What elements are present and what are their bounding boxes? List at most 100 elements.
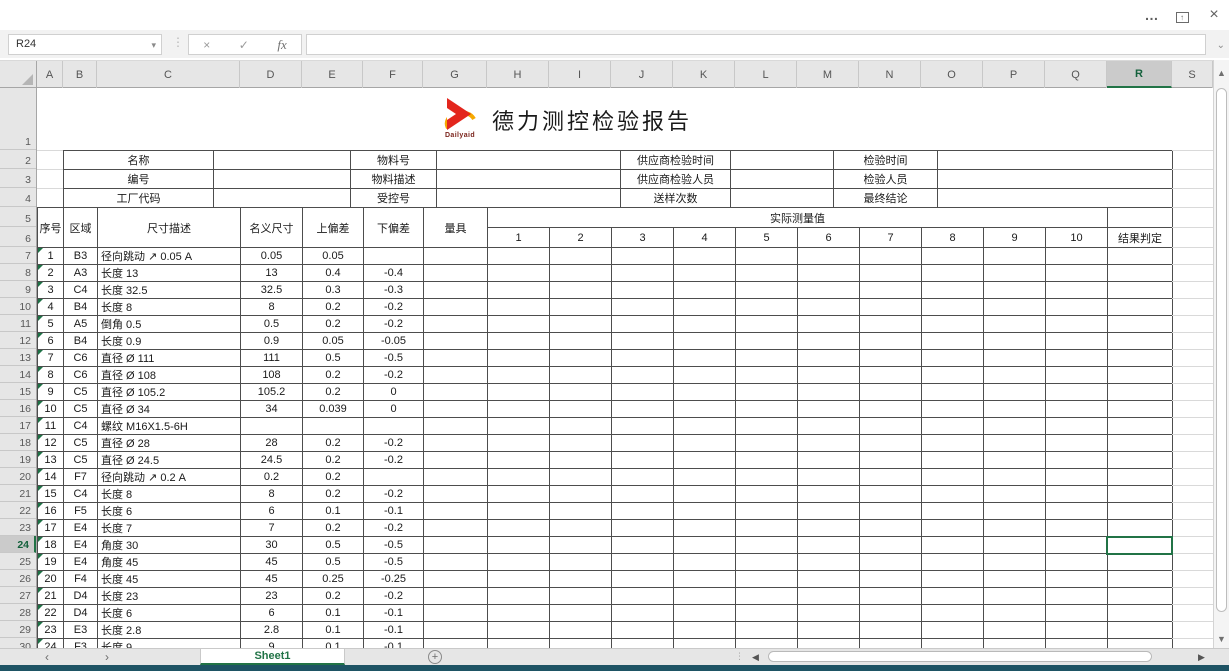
result-cell[interactable] bbox=[1108, 435, 1173, 452]
measure-cell[interactable] bbox=[798, 367, 860, 384]
column-header-b[interactable]: B bbox=[63, 61, 97, 88]
measure-cell[interactable] bbox=[736, 588, 798, 605]
result-cell[interactable] bbox=[1108, 299, 1173, 316]
cell-upper[interactable]: 0.3 bbox=[303, 282, 364, 299]
cell-upper[interactable]: 0.2 bbox=[303, 299, 364, 316]
measure-cell[interactable] bbox=[1046, 265, 1108, 282]
confirm-entry-icon[interactable]: ✓ bbox=[238, 37, 249, 52]
measure-cell[interactable] bbox=[736, 622, 798, 639]
measure-cell[interactable] bbox=[922, 639, 984, 648]
result-cell[interactable] bbox=[1108, 452, 1173, 469]
info-value-cell[interactable] bbox=[731, 170, 834, 189]
row-header-24[interactable]: 24 bbox=[0, 536, 36, 553]
cell-lower[interactable]: -0.5 bbox=[364, 537, 424, 554]
cell-lower[interactable]: -0.1 bbox=[364, 639, 424, 648]
measure-cell[interactable] bbox=[984, 639, 1046, 648]
measure-cell[interactable] bbox=[984, 486, 1046, 503]
measure-cell[interactable] bbox=[922, 503, 984, 520]
cell-lower[interactable]: -0.5 bbox=[364, 350, 424, 367]
cell-lower[interactable]: -0.1 bbox=[364, 605, 424, 622]
cell-nominal[interactable]: 6 bbox=[241, 605, 303, 622]
cell-lower[interactable] bbox=[364, 248, 424, 265]
measure-cell[interactable] bbox=[1046, 554, 1108, 571]
measure-cell[interactable] bbox=[612, 282, 674, 299]
result-cell[interactable] bbox=[1108, 248, 1173, 265]
cell-area[interactable]: F3 bbox=[64, 639, 98, 648]
cell-upper[interactable]: 0.5 bbox=[303, 554, 364, 571]
cell-lower[interactable]: 0 bbox=[364, 384, 424, 401]
row-header-23[interactable]: 23 bbox=[0, 519, 36, 536]
measure-cell[interactable] bbox=[922, 571, 984, 588]
measure-cell[interactable] bbox=[1046, 435, 1108, 452]
column-header-q[interactable]: Q bbox=[1045, 61, 1107, 88]
row-header-21[interactable]: 21 bbox=[0, 485, 36, 502]
info-value-cell[interactable] bbox=[437, 151, 621, 170]
cell-area[interactable]: C5 bbox=[64, 401, 98, 418]
measure-cell[interactable] bbox=[612, 469, 674, 486]
cell-lower[interactable]: -0.2 bbox=[364, 520, 424, 537]
cell-nominal[interactable]: 6 bbox=[241, 503, 303, 520]
measure-cell[interactable] bbox=[1046, 299, 1108, 316]
measure-cell[interactable] bbox=[922, 588, 984, 605]
measure-cell[interactable] bbox=[612, 316, 674, 333]
cell-seq[interactable]: 21 bbox=[38, 588, 64, 605]
measure-cell[interactable] bbox=[550, 367, 612, 384]
cell-seq[interactable]: 12 bbox=[38, 435, 64, 452]
cell-area[interactable]: E4 bbox=[64, 554, 98, 571]
measure-cell[interactable] bbox=[550, 350, 612, 367]
measure-cell[interactable] bbox=[1046, 520, 1108, 537]
cell-seq[interactable]: 24 bbox=[38, 639, 64, 648]
cell-desc[interactable]: 长度 23 bbox=[98, 588, 241, 605]
measure-cell[interactable] bbox=[860, 571, 922, 588]
result-cell[interactable] bbox=[1108, 367, 1173, 384]
popout-icon[interactable]: ↑ bbox=[1171, 6, 1193, 24]
measure-cell[interactable] bbox=[984, 248, 1046, 265]
scroll-down-icon[interactable]: ▼ bbox=[1217, 634, 1226, 644]
cell-seq[interactable]: 8 bbox=[38, 367, 64, 384]
cell-seq[interactable]: 2 bbox=[38, 265, 64, 282]
cell-lower[interactable]: -0.4 bbox=[364, 265, 424, 282]
cell-seq[interactable]: 19 bbox=[38, 554, 64, 571]
cell-upper[interactable]: 0.05 bbox=[303, 248, 364, 265]
cell-nominal[interactable]: 7 bbox=[241, 520, 303, 537]
measure-cell[interactable] bbox=[736, 554, 798, 571]
cell-nominal[interactable]: 30 bbox=[241, 537, 303, 554]
measure-cell[interactable] bbox=[736, 384, 798, 401]
measure-cell[interactable] bbox=[488, 350, 550, 367]
measure-cell[interactable] bbox=[488, 503, 550, 520]
cell-nominal[interactable]: 111 bbox=[241, 350, 303, 367]
measure-cell[interactable] bbox=[674, 248, 736, 265]
measure-cell[interactable] bbox=[550, 554, 612, 571]
measure-cell[interactable] bbox=[612, 639, 674, 648]
measure-cell[interactable] bbox=[922, 418, 984, 435]
cell-desc[interactable]: 直径 Ø 108 bbox=[98, 367, 241, 384]
header-area[interactable]: 区域 bbox=[64, 208, 98, 248]
measure-cell[interactable] bbox=[612, 401, 674, 418]
cell-upper[interactable]: 0.1 bbox=[303, 503, 364, 520]
cell-nominal[interactable]: 0.9 bbox=[241, 333, 303, 350]
measure-cell[interactable] bbox=[488, 248, 550, 265]
row-header-3[interactable]: 3 bbox=[0, 169, 36, 188]
measure-cell[interactable] bbox=[736, 639, 798, 648]
cell-upper[interactable]: 0.2 bbox=[303, 316, 364, 333]
cell-area[interactable]: C4 bbox=[64, 282, 98, 299]
cell-seq[interactable]: 5 bbox=[38, 316, 64, 333]
measure-cell[interactable] bbox=[488, 588, 550, 605]
cell-desc[interactable]: 长度 6 bbox=[98, 503, 241, 520]
measure-cell[interactable] bbox=[860, 537, 922, 554]
cell-seq[interactable]: 16 bbox=[38, 503, 64, 520]
result-cell[interactable] bbox=[1108, 571, 1173, 588]
cell-upper[interactable]: 0.2 bbox=[303, 486, 364, 503]
measure-cell[interactable] bbox=[674, 571, 736, 588]
measure-cell[interactable] bbox=[674, 452, 736, 469]
name-box[interactable]: R24 ▾ bbox=[8, 34, 162, 55]
cell-lower[interactable]: -0.3 bbox=[364, 282, 424, 299]
measure-cell[interactable] bbox=[736, 282, 798, 299]
column-header-k[interactable]: K bbox=[673, 61, 735, 88]
measure-cell[interactable] bbox=[798, 248, 860, 265]
cell-lower[interactable]: -0.2 bbox=[364, 486, 424, 503]
header-measure-1[interactable]: 1 bbox=[488, 228, 550, 248]
measure-cell[interactable] bbox=[860, 452, 922, 469]
result-cell[interactable] bbox=[1108, 520, 1173, 537]
cell-area[interactable]: E4 bbox=[64, 520, 98, 537]
